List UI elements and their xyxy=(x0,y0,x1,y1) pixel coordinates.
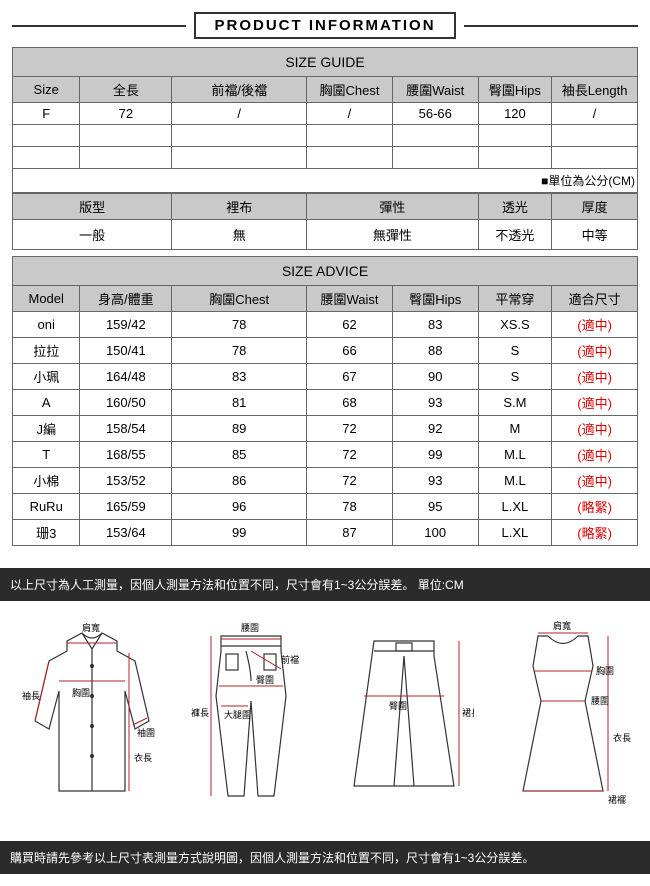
title-band: PRODUCT INFORMATION xyxy=(12,12,638,39)
diagram-shirt: 肩寬 胸圍 袖長 袖圍 衣長 xyxy=(17,621,167,811)
fabric-table: 版型 裡布 彈性 透光 厚度 一般 無 無彈性 不透光 中等 xyxy=(12,193,638,250)
svg-text:胸圍: 胸圍 xyxy=(72,687,90,698)
col-chest: 胸圍Chest xyxy=(307,77,393,103)
size-advice-table: SIZE ADVICE Model 身高/體重 胸圍Chest 腰圍Waist … xyxy=(12,256,638,546)
col-model: Model xyxy=(13,286,80,312)
col-elastic: 彈性 xyxy=(307,194,479,220)
advice-row: 小棉153/52867293M.L(適中) xyxy=(13,468,638,494)
svg-text:臀圍: 臀圍 xyxy=(389,701,407,711)
advice-row: T168/55857299M.L(適中) xyxy=(13,442,638,468)
size-advice-heading: SIZE ADVICE xyxy=(13,257,638,286)
svg-text:袖長: 袖長 xyxy=(22,690,40,701)
size-guide-table: SIZE GUIDE Size 全長 前襠/後襠 胸圍Chest 腰圍Waist… xyxy=(12,47,638,193)
svg-text:裙長: 裙長 xyxy=(462,707,474,718)
advice-row: 拉拉150/41786688S(適中) xyxy=(13,338,638,364)
col-waist2: 腰圍Waist xyxy=(307,286,393,312)
note-bar-top: 以上尺寸為人工測量，因個人測量方法和位置不同，尺寸會有1~3公分誤差。 單位:C… xyxy=(0,568,650,601)
col-waist: 腰圍Waist xyxy=(392,77,478,103)
col-fulllen: 全長 xyxy=(80,77,172,103)
col-hw: 身高/體重 xyxy=(80,286,172,312)
svg-text:前襠: 前襠 xyxy=(281,654,299,665)
unit-note: ■單位為公分(CM) xyxy=(13,169,638,193)
svg-text:肩寬: 肩寬 xyxy=(82,622,100,633)
svg-text:臀圍: 臀圍 xyxy=(256,675,274,685)
svg-text:袖圍: 袖圍 xyxy=(137,727,155,738)
measurement-diagrams: 肩寬 胸圍 袖長 袖圍 衣長 腰圍 前襠 xyxy=(0,601,650,831)
col-size: Size xyxy=(13,77,80,103)
col-rise: 前襠/後襠 xyxy=(172,77,307,103)
col-hips: 臀圍Hips xyxy=(478,77,552,103)
svg-text:腰圍: 腰圍 xyxy=(241,623,259,633)
svg-text:肩寬: 肩寬 xyxy=(553,621,571,631)
svg-text:大腿圍: 大腿圍 xyxy=(224,709,251,720)
size-guide-heading: SIZE GUIDE xyxy=(13,48,638,77)
col-lining: 裡布 xyxy=(172,194,307,220)
svg-text:腰圍: 腰圍 xyxy=(591,696,609,706)
col-seethru: 透光 xyxy=(478,194,552,220)
diagram-dress: 肩寬 胸圍 腰圍 衣長 裙襬 xyxy=(493,621,633,811)
advice-row: 珊3153/649987100L.XL(略緊) xyxy=(13,520,638,546)
advice-row: 小珮164/48836790S(適中) xyxy=(13,364,638,390)
svg-text:裙襬: 裙襬 xyxy=(608,794,626,805)
note-bar-bottom: 購買時請先參考以上尺寸表測量方式說明圖，因個人測量方法和位置不同，尺寸會有1~3… xyxy=(0,841,650,874)
col-fit: 版型 xyxy=(13,194,172,220)
col-usual: 平常穿 xyxy=(478,286,552,312)
fabric-row: 一般 無 無彈性 不透光 中等 xyxy=(13,220,638,250)
col-sleeve: 袖長Length xyxy=(552,77,638,103)
advice-row: A160/50816893S.M(適中) xyxy=(13,390,638,416)
svg-text:褲長: 褲長 xyxy=(191,707,209,718)
advice-row: RuRu165/59967895L.XL(略緊) xyxy=(13,494,638,520)
diagram-pants: 腰圍 前襠 臀圍 大腿圍 褲長 xyxy=(186,621,316,811)
col-thickness: 厚度 xyxy=(552,194,638,220)
col-hips2: 臀圍Hips xyxy=(392,286,478,312)
page-title: PRODUCT INFORMATION xyxy=(194,12,455,39)
svg-text:衣長: 衣長 xyxy=(613,732,631,743)
advice-row: J編158/54897292M(適中) xyxy=(13,416,638,442)
diagram-skirt: 臀圍 裙長 xyxy=(334,621,474,811)
svg-text:胸圍: 胸圍 xyxy=(596,665,614,676)
svg-text:衣長: 衣長 xyxy=(134,752,152,763)
advice-row: oni159/42786283XS.S(適中) xyxy=(13,312,638,338)
size-row: F 72 / / 56-66 120 / xyxy=(13,103,638,125)
col-fit2: 適合尺寸 xyxy=(552,286,638,312)
col-chest2: 胸圍Chest xyxy=(172,286,307,312)
